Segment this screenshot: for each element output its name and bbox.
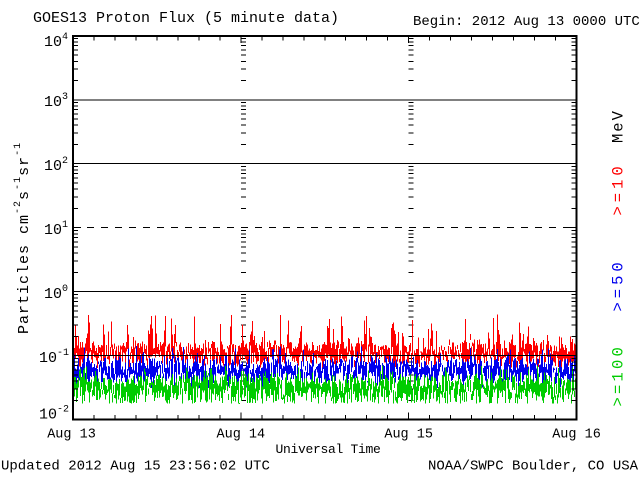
svg-text:Aug 13: Aug 13 [47, 428, 96, 443]
svg-text:GOES13 Proton Flux (5 minute d: GOES13 Proton Flux (5 minute data) [33, 10, 339, 27]
svg-text:Updated 2012 Aug 15 23:56:02 U: Updated 2012 Aug 15 23:56:02 UTC [1, 459, 270, 475]
svg-text:>=100: >=100 [610, 344, 628, 407]
svg-text:>=50: >=50 [610, 258, 628, 311]
svg-text:>=10: >=10 [610, 162, 628, 215]
svg-text:MeV: MeV [610, 109, 628, 143]
svg-text:Aug 15: Aug 15 [384, 428, 433, 443]
svg-text:Begin: 2012 Aug 13 0000 UTC: Begin: 2012 Aug 13 0000 UTC [413, 14, 640, 30]
svg-text:Aug 16: Aug 16 [552, 428, 601, 443]
svg-text:Universal Time: Universal Time [275, 442, 380, 457]
svg-text:Aug 14: Aug 14 [217, 428, 266, 443]
svg-text:NOAA/SWPC Boulder, CO USA: NOAA/SWPC Boulder, CO USA [428, 459, 639, 475]
svg-text:Particles cm-2s-1sr-1: Particles cm-2s-1sr-1 [13, 142, 33, 334]
